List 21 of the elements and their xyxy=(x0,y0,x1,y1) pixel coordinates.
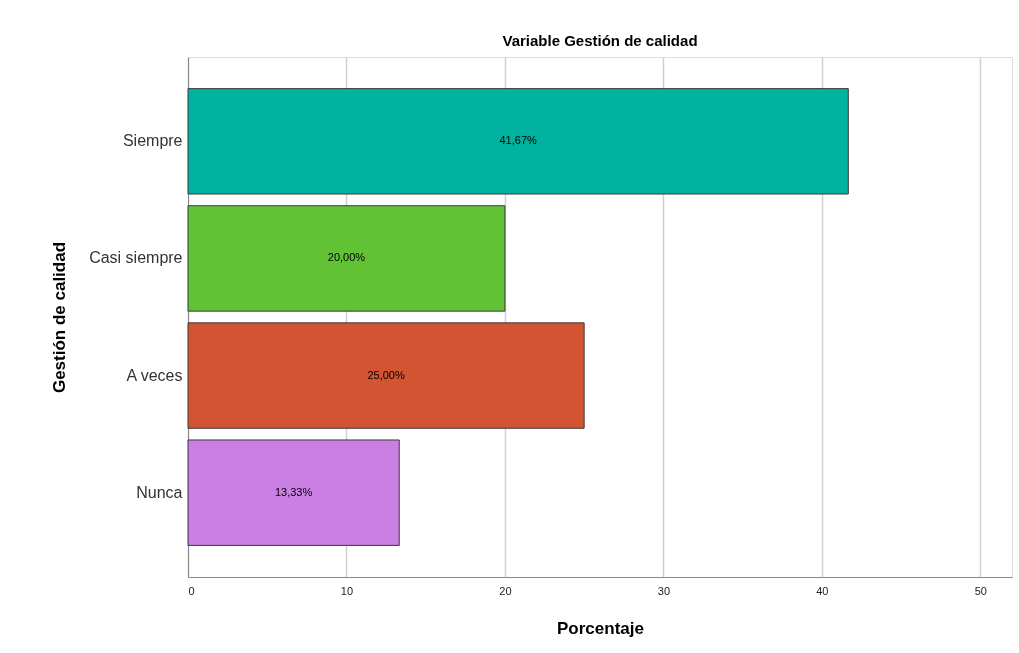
x-tick-label: 50 xyxy=(974,584,987,597)
data-label: 13,33% xyxy=(274,485,313,498)
data-label: 41,67% xyxy=(499,134,538,147)
bar xyxy=(187,439,400,546)
y-tick-label: Nunca xyxy=(136,483,183,501)
x-tick-label: 30 xyxy=(657,584,671,597)
x-tick-label: 20 xyxy=(499,584,512,597)
x-tick-label: 40 xyxy=(816,584,829,597)
y-axis-title: Gestión de calidad xyxy=(50,241,70,394)
data-label: 20,00% xyxy=(327,251,366,264)
data-label: 25,00% xyxy=(367,368,405,381)
bar xyxy=(187,205,506,312)
x-tick-label: 10 xyxy=(340,584,354,597)
chart-title: Variable Gestión de calidad xyxy=(502,32,698,49)
bar xyxy=(187,322,585,429)
y-tick-label: Siempre xyxy=(122,132,183,150)
bar xyxy=(187,88,849,195)
y-tick-label: A veces xyxy=(126,366,183,384)
x-tick-label: 0 xyxy=(188,584,195,597)
x-axis-title: Porcentaje xyxy=(557,618,644,638)
y-tick-label: Casi siempre xyxy=(89,249,183,267)
